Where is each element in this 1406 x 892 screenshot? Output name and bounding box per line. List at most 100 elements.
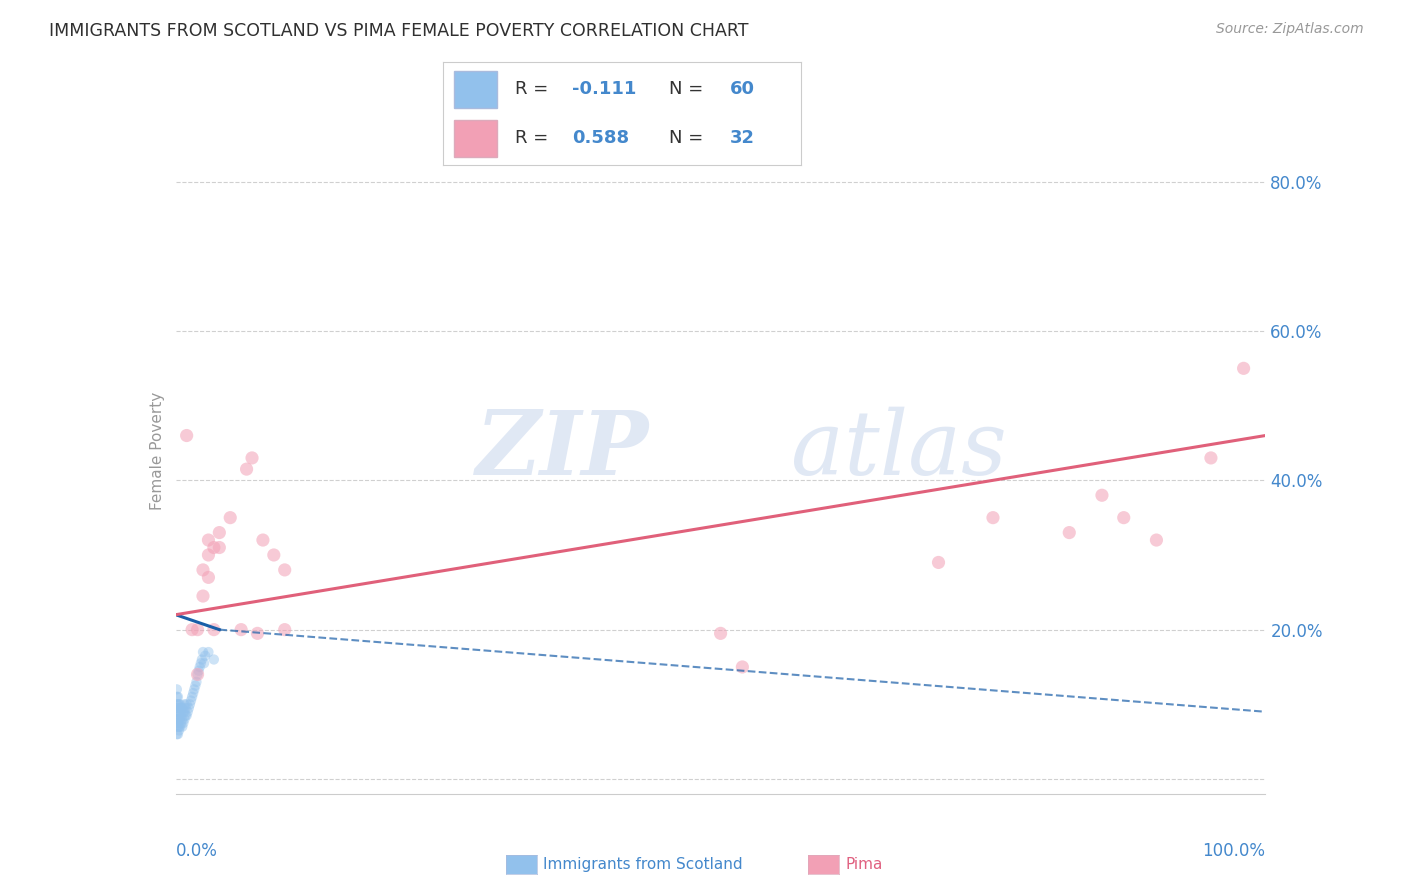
Point xyxy=(176,428,198,442)
Point xyxy=(1144,533,1167,547)
Point xyxy=(166,720,188,734)
Point xyxy=(167,701,190,715)
Text: N =: N = xyxy=(669,80,709,98)
Point xyxy=(191,652,214,666)
Point xyxy=(169,720,191,734)
Point xyxy=(170,715,193,730)
Point xyxy=(172,701,194,715)
Point xyxy=(167,715,190,730)
Text: N =: N = xyxy=(669,129,709,147)
Point xyxy=(170,701,193,715)
Point xyxy=(191,589,214,603)
Point xyxy=(194,648,217,663)
Point xyxy=(167,712,190,726)
FancyBboxPatch shape xyxy=(454,70,496,108)
Text: 60: 60 xyxy=(730,80,755,98)
Point xyxy=(240,450,263,465)
Point xyxy=(173,712,195,726)
Text: ZIP: ZIP xyxy=(477,408,650,493)
Point xyxy=(167,727,190,741)
Y-axis label: Female Poverty: Female Poverty xyxy=(149,392,165,509)
Point xyxy=(172,712,194,726)
Point xyxy=(166,727,188,741)
Point xyxy=(197,645,219,659)
Point xyxy=(186,623,209,637)
FancyBboxPatch shape xyxy=(454,120,496,157)
Point xyxy=(172,705,194,719)
Point xyxy=(1057,525,1080,540)
Text: Immigrants from Scotland: Immigrants from Scotland xyxy=(543,857,742,871)
Point xyxy=(928,556,950,570)
Point xyxy=(202,541,225,555)
Point xyxy=(219,510,242,524)
Point xyxy=(167,705,190,719)
Point xyxy=(1112,510,1135,524)
Point xyxy=(165,712,187,726)
Point xyxy=(173,705,195,719)
Point xyxy=(1199,450,1222,465)
Point xyxy=(1091,488,1114,502)
Point xyxy=(169,705,191,719)
Point xyxy=(167,720,190,734)
Text: R =: R = xyxy=(515,80,554,98)
Text: -0.111: -0.111 xyxy=(572,80,637,98)
Point xyxy=(170,708,193,723)
Point xyxy=(169,712,191,726)
Text: 100.0%: 100.0% xyxy=(1202,842,1265,860)
Point xyxy=(208,541,231,555)
Point xyxy=(166,682,188,697)
Text: 32: 32 xyxy=(730,129,755,147)
Point xyxy=(167,705,190,719)
Point xyxy=(177,705,200,719)
Point xyxy=(202,652,225,666)
Text: R =: R = xyxy=(515,129,554,147)
Point xyxy=(181,623,204,637)
Point xyxy=(172,715,194,730)
Point xyxy=(176,698,198,712)
Point xyxy=(188,660,211,674)
Point xyxy=(191,563,214,577)
Point xyxy=(263,548,285,562)
Text: 0.0%: 0.0% xyxy=(176,842,218,860)
Point xyxy=(197,548,219,562)
Point xyxy=(981,510,1004,524)
Point xyxy=(731,660,754,674)
Point xyxy=(208,525,231,540)
Point xyxy=(193,657,215,671)
Point xyxy=(166,698,188,712)
Point xyxy=(176,708,198,723)
Point xyxy=(274,563,297,577)
Point xyxy=(174,708,197,723)
Point xyxy=(235,462,257,476)
Point xyxy=(166,712,188,726)
Point xyxy=(191,645,214,659)
Point xyxy=(174,701,197,715)
Point xyxy=(167,698,190,712)
Point xyxy=(167,712,190,726)
Text: IMMIGRANTS FROM SCOTLAND VS PIMA FEMALE POVERTY CORRELATION CHART: IMMIGRANTS FROM SCOTLAND VS PIMA FEMALE … xyxy=(49,22,749,40)
Point xyxy=(166,701,188,715)
Point xyxy=(177,701,200,715)
Point xyxy=(172,720,194,734)
Point xyxy=(167,723,190,738)
Point xyxy=(710,626,733,640)
Point xyxy=(167,698,190,712)
Point xyxy=(1232,361,1256,376)
Point xyxy=(167,720,190,734)
Point xyxy=(186,667,209,681)
Text: Pima: Pima xyxy=(845,857,883,871)
Point xyxy=(190,657,212,671)
Point xyxy=(169,698,191,712)
Text: Source: ZipAtlas.com: Source: ZipAtlas.com xyxy=(1216,22,1364,37)
Point xyxy=(166,690,188,704)
Point xyxy=(252,533,274,547)
Point xyxy=(231,623,253,637)
Point xyxy=(186,674,208,689)
Point xyxy=(173,698,195,712)
Point xyxy=(274,623,297,637)
Point xyxy=(183,682,205,697)
Point xyxy=(187,664,209,678)
Text: 0.588: 0.588 xyxy=(572,129,628,147)
Point xyxy=(197,533,219,547)
Point xyxy=(197,570,219,584)
